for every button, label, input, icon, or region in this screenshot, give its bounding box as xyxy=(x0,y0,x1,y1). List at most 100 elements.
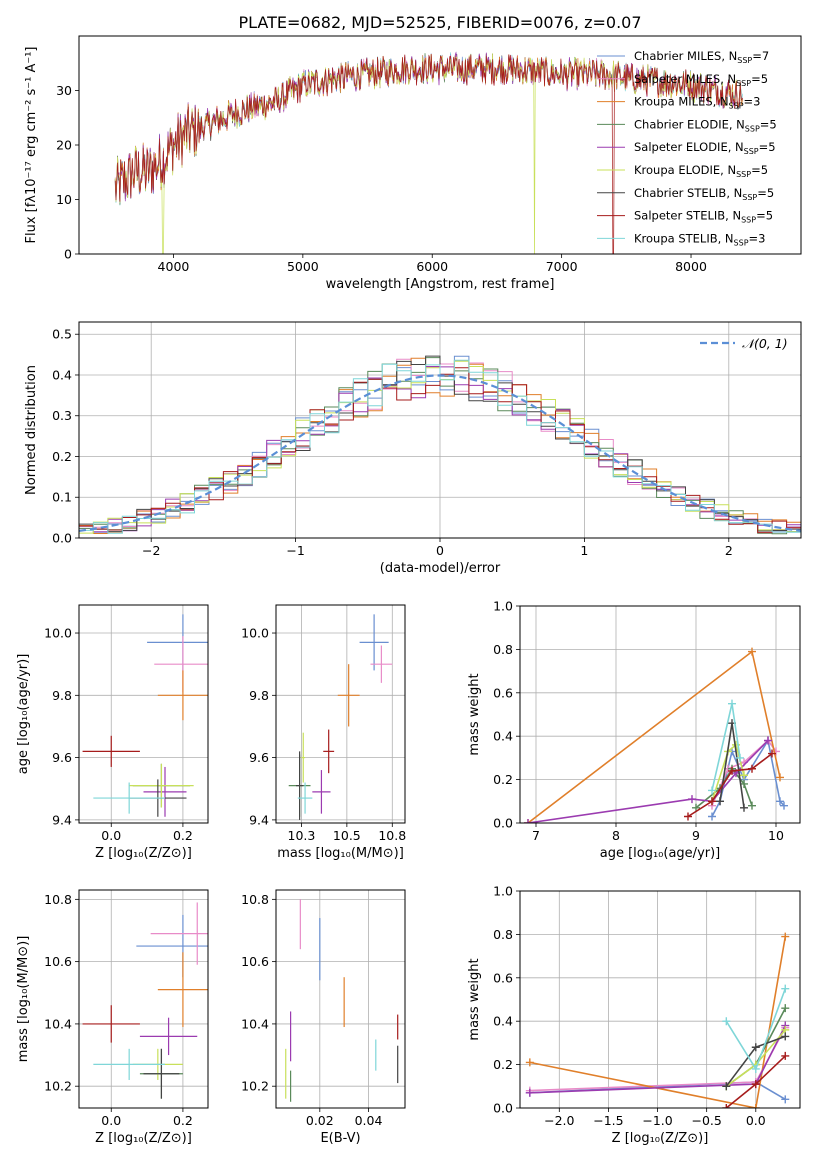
x-tick-label: −1 xyxy=(286,543,304,558)
axes-frame xyxy=(275,889,406,1109)
axes-frame xyxy=(78,889,209,1109)
data-point xyxy=(129,763,194,808)
y-tick-label: 0.4 xyxy=(52,367,72,382)
x-tick-label: 0.0 xyxy=(101,828,121,843)
legend-entry-name: Chabrier MILES, N xyxy=(634,49,737,63)
legend-entry: 𝒩(0, 1) xyxy=(742,336,788,351)
data-point xyxy=(139,1017,198,1056)
weight-vs-age-chart: 7 8 9 10 0.0 0.2 0.4 0.6 0.8 1.0 age [log₁₀(age/yr… xyxy=(467,599,801,861)
plot-area xyxy=(524,647,788,823)
x-axis-label: mass [log₁₀(M/M⊙)] xyxy=(277,846,404,861)
x-tick-label: 2 xyxy=(725,543,733,558)
y-tick-label: 0.2 xyxy=(493,1057,513,1072)
y-tick-label: 10 xyxy=(56,192,72,207)
y-tick-label: 0.5 xyxy=(52,327,72,342)
weight-marker xyxy=(692,803,700,812)
weight-marker xyxy=(748,764,756,773)
legend-entry-sub: SSP xyxy=(736,79,751,88)
legend-entry-name: Salpeter MILES, N xyxy=(634,72,736,86)
plot-area xyxy=(82,902,208,1099)
weight-marker xyxy=(708,786,716,795)
weight-marker xyxy=(722,1082,731,1091)
x-tick-label: 8 xyxy=(612,828,620,843)
x-tick-label: 7000 xyxy=(546,259,578,274)
x-tick-label: 6000 xyxy=(416,259,448,274)
weight-marker xyxy=(722,1017,731,1026)
data-point xyxy=(295,751,304,820)
plot-area xyxy=(288,614,393,820)
spectrum-series-line xyxy=(114,54,743,254)
y-axis-label: mass [log₁₀(M/M⊙)] xyxy=(16,936,31,1063)
legend-entry-name: Kroupa STELIB, N xyxy=(634,231,734,245)
weight-marker xyxy=(524,819,532,823)
data-point xyxy=(370,645,393,683)
weight-marker xyxy=(684,812,692,821)
legend-entry-suffix: =3 xyxy=(749,231,766,245)
weight-marker xyxy=(781,1032,790,1041)
data-point xyxy=(143,1048,180,1099)
x-tick-label: 10 xyxy=(768,828,784,843)
y-tick-label: 9.6 xyxy=(52,750,72,765)
y-axis-label: mass weight xyxy=(467,958,482,1040)
data-point xyxy=(297,782,313,814)
weight-marker xyxy=(740,771,748,780)
weight-marker xyxy=(751,1064,760,1073)
x-tick-label: −1.5 xyxy=(593,1113,623,1128)
weight-marker xyxy=(736,753,744,762)
weight-marker xyxy=(781,984,790,993)
y-tick-label: 0.2 xyxy=(493,772,513,787)
gaussian-reference-curve xyxy=(79,374,801,532)
y-tick-label: 9.6 xyxy=(249,750,269,765)
weight-marker xyxy=(764,736,772,745)
legend-entry-suffix: =5 xyxy=(759,140,776,154)
axes-frame xyxy=(519,605,801,824)
y-tick-label: 10.0 xyxy=(44,626,72,641)
weight-marker xyxy=(768,749,776,758)
legend-entry-name: Chabrier STELIB, N xyxy=(634,186,742,200)
data-point xyxy=(82,1005,140,1043)
y-tick-label: 0.6 xyxy=(493,685,513,700)
x-tick-label: 0.2 xyxy=(173,828,193,843)
x-axis-label: age [log₁₀(age/yr)] xyxy=(600,846,721,861)
y-tick-label: 0.8 xyxy=(493,927,513,942)
weight-marker xyxy=(728,699,736,708)
legend-entry-sub: SSP xyxy=(729,102,744,111)
x-tick-label: −2.0 xyxy=(544,1113,574,1128)
age-vs-mass-chart: 10.3 10.5 10.8 9.4 9.6 9.8 10.0 mass [log₁₀(M/M… xyxy=(241,604,406,861)
y-tick-label: 0.4 xyxy=(493,1014,513,1029)
axes-frame xyxy=(519,890,801,1109)
x-tick-label: 0.0 xyxy=(101,1113,121,1128)
x-tick-label: 0.2 xyxy=(173,1113,193,1128)
plot-area xyxy=(79,355,801,535)
weight-marker xyxy=(728,766,736,775)
weight-vs-metallicity-chart: −2.0 −1.5 −1.0 −0.5 0.0 0.0 0.2 0.4 0.6 0.8 1.0 Z [… xyxy=(467,884,801,1146)
x-tick-label: 1 xyxy=(580,543,588,558)
legend-entry: Kroupa MILES, NSSP=3 xyxy=(634,95,760,111)
data-point xyxy=(157,670,208,721)
data-point xyxy=(337,664,360,727)
data-point xyxy=(93,782,165,814)
legend-entry: Salpeter MILES, NSSP=5 xyxy=(634,72,768,88)
weight-marker xyxy=(708,812,716,821)
x-tick-label: 4000 xyxy=(158,259,190,274)
y-tick-label: 1.0 xyxy=(493,884,513,899)
data-point xyxy=(150,902,208,965)
x-tick-label: 10.8 xyxy=(378,828,406,843)
y-tick-label: 9.8 xyxy=(249,688,269,703)
y-tick-label: 1.0 xyxy=(493,599,513,614)
residual-histogram-chart: −2 −1 0 1 2 0.0 0.1 0.2 0.3 0.4 0.5 (data-model)/er… xyxy=(24,321,802,576)
legend-entry-sub: SSP xyxy=(734,238,749,247)
x-tick-label: 10.5 xyxy=(333,828,361,843)
legend-entry-name: Kroupa ELODIE, N xyxy=(634,163,736,177)
legend-entry: Chabrier MILES, NSSP=7 xyxy=(634,49,769,65)
x-axis-label: Z [log₁₀(Z/Z⊙)] xyxy=(95,846,192,861)
x-axis-label: wavelength [Angstrom, rest frame] xyxy=(326,277,555,292)
legend-entry: Kroupa ELODIE, NSSP=5 xyxy=(634,163,768,179)
legend-entry-suffix: =3 xyxy=(744,95,761,109)
x-tick-label: −0.5 xyxy=(691,1113,721,1128)
x-tick-label: −1.0 xyxy=(642,1113,672,1128)
legend-entry-suffix: =5 xyxy=(757,186,774,200)
y-tick-label: 10.2 xyxy=(44,1079,72,1094)
histogram-series xyxy=(79,359,801,534)
x-tick-label: 0.0 xyxy=(746,1113,766,1128)
